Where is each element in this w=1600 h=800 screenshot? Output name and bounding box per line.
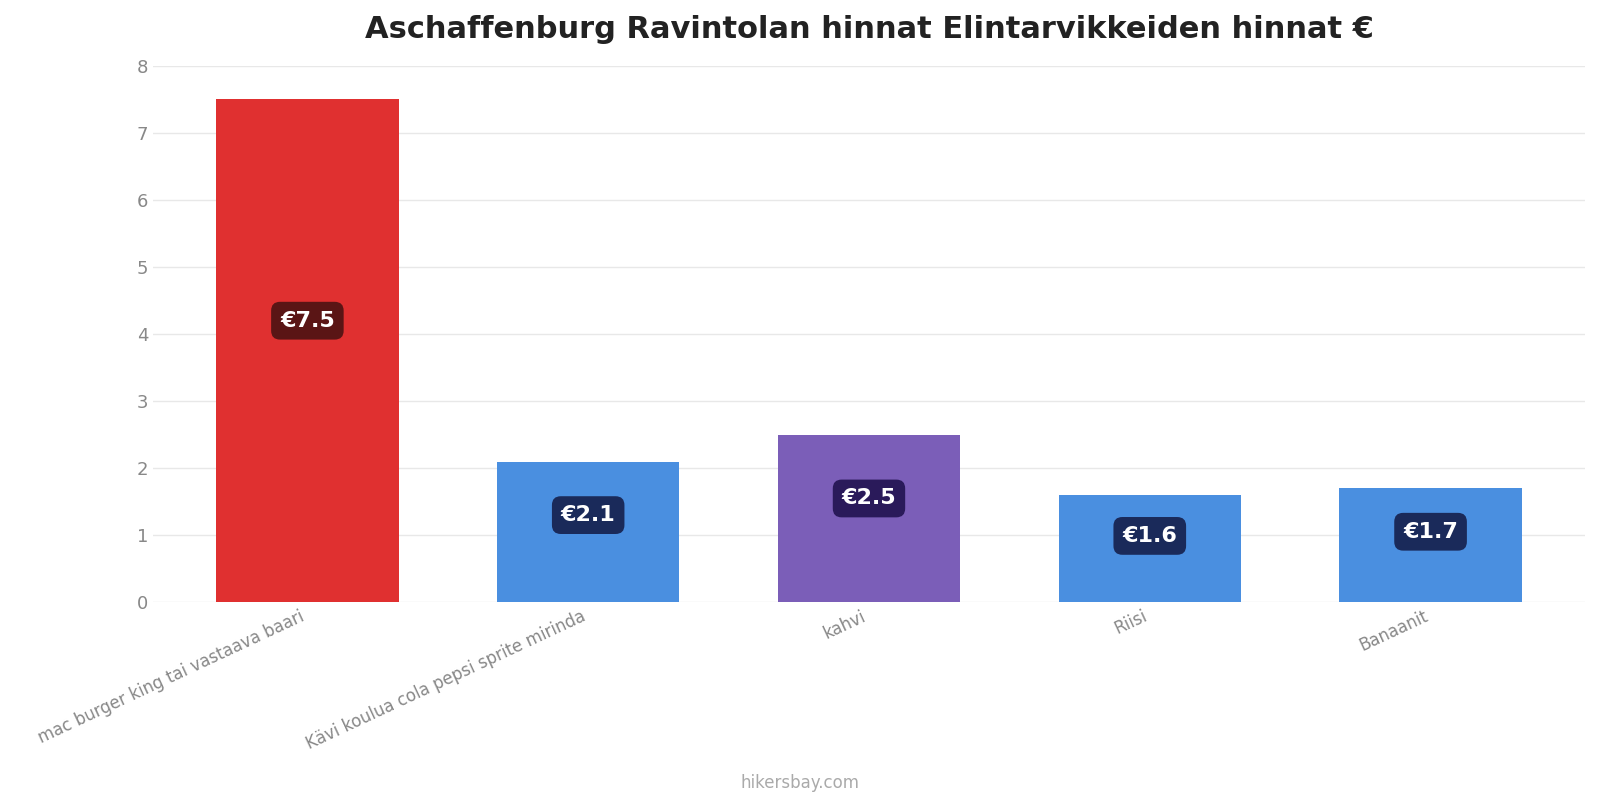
Bar	[498, 462, 680, 602]
Bar	[216, 99, 398, 602]
Text: €7.5: €7.5	[280, 310, 334, 330]
Text: €2.1: €2.1	[562, 505, 616, 525]
Bar	[1339, 489, 1522, 602]
Text: €1.6: €1.6	[1122, 526, 1178, 546]
Bar	[1059, 495, 1242, 602]
Text: €1.7: €1.7	[1403, 522, 1458, 542]
Title: Aschaffenburg Ravintolan hinnat Elintarvikkeiden hinnat €: Aschaffenburg Ravintolan hinnat Elintarv…	[365, 15, 1373, 44]
Text: hikersbay.com: hikersbay.com	[741, 774, 859, 792]
Text: €2.5: €2.5	[842, 489, 896, 509]
Bar	[778, 434, 960, 602]
